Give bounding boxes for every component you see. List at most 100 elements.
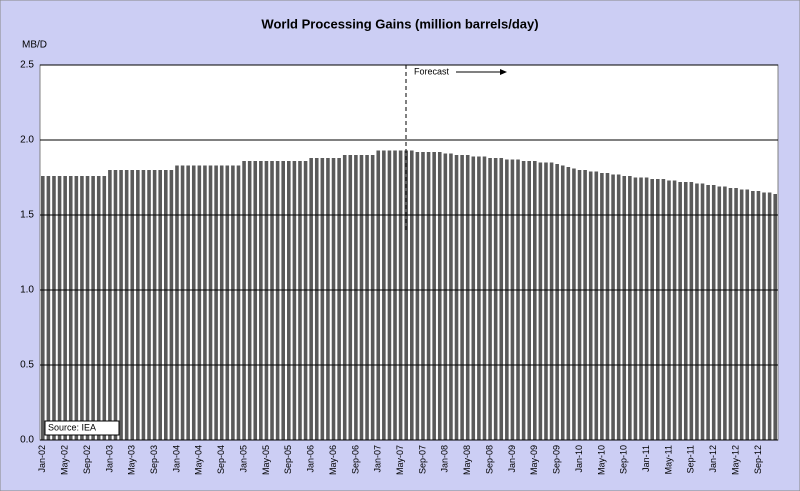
x-tick-label: Jan-06 — [306, 445, 316, 473]
bar — [354, 155, 358, 440]
x-tick-label: May-03 — [127, 445, 137, 475]
bar — [527, 161, 531, 440]
x-tick-label: Jan-09 — [507, 445, 517, 473]
bar — [762, 192, 766, 440]
x-tick-label: May-08 — [462, 445, 472, 475]
bar — [426, 152, 431, 440]
bar — [477, 156, 481, 440]
x-tick-label: May-12 — [730, 445, 740, 475]
bar — [169, 170, 174, 440]
bar — [633, 177, 638, 440]
marks: Jan-02 May-02 Sep-02 Jan-03 May-03 Sep-03 Jan-… — [20, 60, 778, 475]
bar — [773, 194, 777, 440]
bar — [119, 170, 123, 440]
bar — [191, 165, 196, 440]
bar — [108, 170, 112, 440]
bar — [337, 158, 341, 440]
bar — [616, 174, 621, 440]
y-axis-label: MB/D — [22, 40, 47, 51]
bar — [309, 158, 313, 440]
bar — [689, 182, 694, 440]
bar — [41, 176, 45, 440]
bar — [566, 167, 571, 440]
bar — [756, 191, 761, 440]
bar — [236, 165, 241, 440]
bar — [158, 170, 162, 440]
bar — [85, 176, 90, 440]
bar — [298, 161, 302, 440]
bar — [175, 165, 179, 440]
bar — [622, 176, 627, 440]
bar — [521, 161, 526, 440]
bar — [577, 170, 582, 440]
bar — [393, 150, 397, 440]
bar — [242, 161, 246, 440]
bar — [197, 165, 202, 440]
x-tick-label: May-04 — [194, 445, 204, 475]
bar — [471, 156, 476, 440]
bar — [555, 164, 559, 440]
bar — [376, 150, 381, 440]
x-tick-label: Sep-07 — [417, 445, 427, 474]
bar — [225, 165, 230, 440]
bar — [147, 170, 151, 440]
bar — [672, 180, 677, 440]
bar — [214, 165, 218, 440]
x-tick-label: Jan-12 — [708, 445, 718, 473]
forecast-arrowhead — [500, 69, 507, 75]
y-tick-label: 2.0 — [20, 135, 34, 146]
bar — [421, 152, 425, 440]
bar — [365, 155, 369, 440]
y-tick-label: 0.5 — [20, 360, 34, 371]
bar — [437, 152, 442, 440]
bar — [644, 177, 649, 440]
bar — [465, 155, 470, 440]
bar — [80, 176, 84, 440]
bar — [739, 189, 744, 440]
bar — [533, 161, 537, 440]
x-tick-label: Sep-02 — [82, 445, 92, 474]
bar — [102, 176, 107, 440]
bar — [443, 153, 448, 440]
bar — [370, 155, 375, 440]
bar — [745, 189, 750, 440]
bar — [342, 155, 347, 440]
chart-title: World Processing Gains (million barrels/… — [261, 16, 538, 31]
bar — [326, 158, 330, 440]
x-tick-label: Sep-05 — [283, 445, 293, 474]
x-tick-label: Jan-11 — [641, 445, 651, 472]
x-tick-label: May-05 — [261, 445, 271, 475]
bar — [488, 158, 492, 440]
bar — [695, 183, 699, 440]
plot-area — [39, 64, 779, 441]
y-tick-label: 2.5 — [20, 60, 34, 71]
bar — [449, 153, 453, 440]
bar — [493, 158, 498, 440]
bar — [253, 161, 258, 440]
bar — [594, 171, 599, 440]
bar — [96, 176, 101, 440]
bar — [460, 155, 464, 440]
bar — [219, 165, 224, 440]
bar — [583, 170, 587, 440]
bar — [410, 150, 414, 440]
bar — [320, 158, 325, 440]
bar — [287, 161, 291, 440]
bar — [611, 174, 615, 440]
bar — [113, 170, 118, 440]
bar — [331, 158, 336, 440]
bar — [130, 170, 135, 440]
bar — [303, 161, 308, 440]
bar — [387, 150, 392, 440]
x-tick-label: May-02 — [60, 445, 70, 475]
x-tick-label: Sep-03 — [149, 445, 159, 474]
bar — [516, 159, 520, 440]
bar — [723, 186, 727, 440]
bar — [57, 176, 62, 440]
bar — [247, 161, 252, 440]
bar — [600, 173, 604, 440]
bar — [46, 176, 51, 440]
bar — [164, 170, 168, 440]
bar — [482, 156, 487, 440]
